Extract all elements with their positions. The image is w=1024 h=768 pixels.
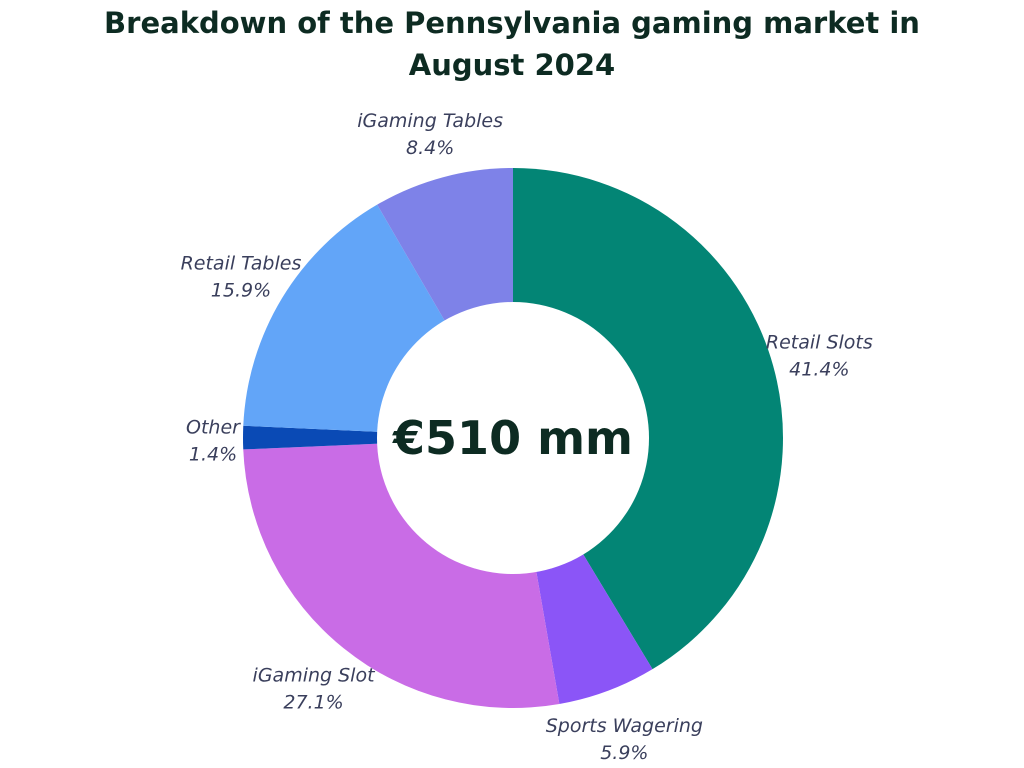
donut-hole — [377, 302, 649, 574]
chart-title-line-1: Breakdown of the Pennsylvania gaming mar… — [104, 6, 920, 40]
slice-label-igaming-slot: iGaming Slot 27.1% — [253, 665, 377, 714]
chart-title-line-2: August 2024 — [408, 48, 616, 82]
slice-percent: 41.4% — [789, 359, 849, 381]
slice-label-retail-slots: Retail Slots 41.4% — [766, 332, 873, 381]
chart-title: Breakdown of the Pennsylvania gaming mar… — [0, 2, 1024, 86]
slice-name: Retail Tables — [181, 252, 302, 274]
slice-name: Sports Wagering — [546, 715, 703, 737]
slice-percent: 27.1% — [283, 692, 343, 714]
slice-percent: 8.4% — [406, 137, 454, 159]
center-total-label: €510 mm — [392, 411, 633, 465]
slice-name: Retail Slots — [766, 332, 873, 354]
slice-percent: 15.9% — [211, 279, 271, 301]
slice-name: iGaming Slot — [253, 665, 377, 687]
slice-percent: 5.9% — [600, 742, 648, 764]
slice-labels: Retail Slots 41.4% Sports Wagering 5.9% iGam… — [181, 110, 873, 764]
slice-name: iGaming Tables — [357, 110, 503, 132]
slice-label-igaming-tables: iGaming Tables 8.4% — [357, 110, 503, 159]
slice-name: Other — [186, 417, 241, 439]
slice-label-sports-wagering: Sports Wagering 5.9% — [546, 715, 703, 764]
slice-label-retail-tables: Retail Tables 15.9% — [181, 252, 302, 301]
slice-percent: 1.4% — [189, 444, 237, 466]
slice-label-other: Other 1.4% — [186, 417, 241, 466]
